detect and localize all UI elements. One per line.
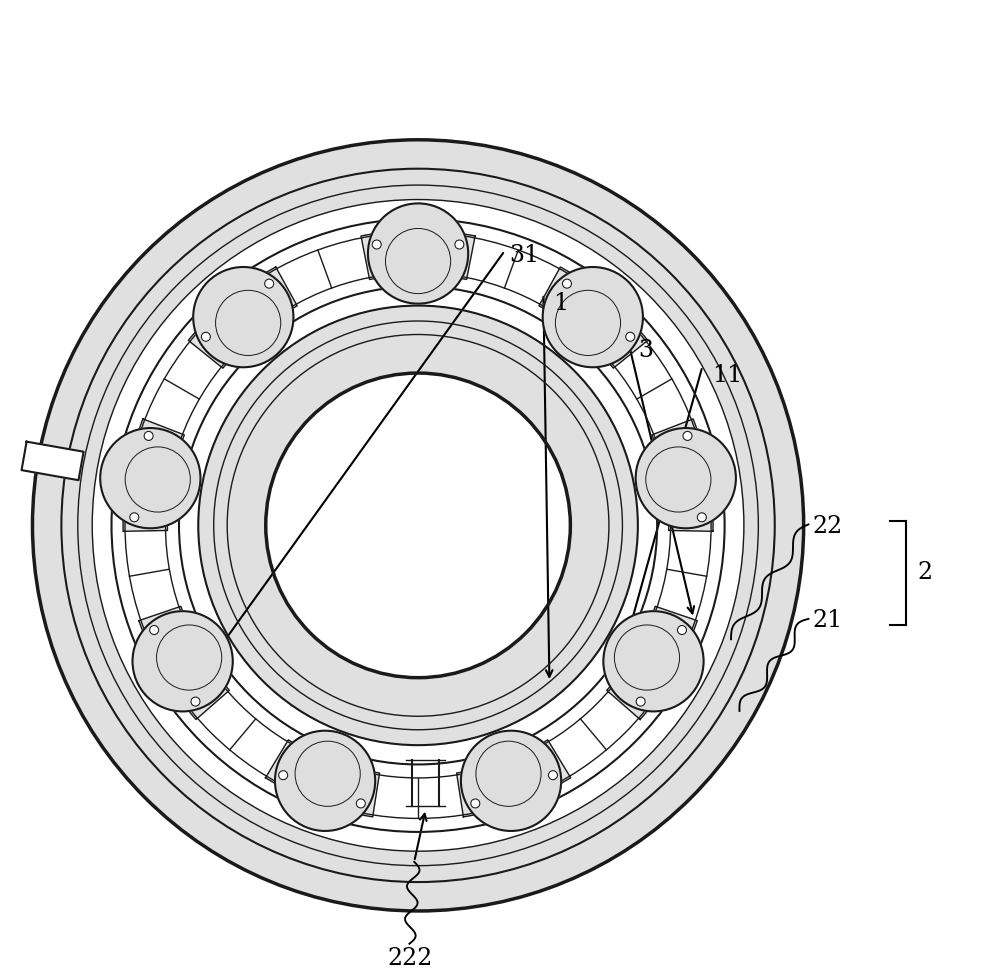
Circle shape bbox=[368, 203, 468, 304]
Circle shape bbox=[683, 431, 692, 441]
Text: 31: 31 bbox=[510, 244, 540, 267]
Circle shape bbox=[461, 731, 561, 831]
Circle shape bbox=[636, 428, 736, 528]
Circle shape bbox=[100, 428, 200, 528]
Polygon shape bbox=[265, 740, 380, 817]
Text: 22: 22 bbox=[812, 515, 843, 538]
Circle shape bbox=[356, 799, 365, 808]
Text: 2: 2 bbox=[917, 561, 933, 585]
Circle shape bbox=[368, 203, 468, 304]
Text: 1: 1 bbox=[553, 292, 568, 316]
Circle shape bbox=[133, 611, 233, 712]
Circle shape bbox=[100, 428, 200, 528]
Text: 21: 21 bbox=[812, 610, 843, 632]
Polygon shape bbox=[188, 267, 297, 368]
Text: 222: 222 bbox=[387, 947, 433, 970]
Circle shape bbox=[201, 332, 210, 341]
Polygon shape bbox=[22, 442, 84, 481]
Circle shape bbox=[636, 428, 736, 528]
Circle shape bbox=[275, 731, 375, 831]
Polygon shape bbox=[539, 267, 648, 368]
Circle shape bbox=[603, 611, 704, 712]
Circle shape bbox=[697, 513, 706, 521]
Circle shape bbox=[461, 731, 561, 831]
Circle shape bbox=[193, 267, 293, 367]
Circle shape bbox=[636, 697, 645, 706]
Circle shape bbox=[144, 431, 153, 441]
Text: 3: 3 bbox=[638, 340, 653, 362]
Circle shape bbox=[471, 799, 480, 808]
Circle shape bbox=[562, 279, 571, 288]
Circle shape bbox=[455, 240, 464, 249]
Polygon shape bbox=[607, 606, 697, 720]
Polygon shape bbox=[361, 230, 475, 280]
Polygon shape bbox=[457, 740, 571, 817]
Polygon shape bbox=[139, 606, 229, 720]
Circle shape bbox=[193, 267, 293, 367]
Polygon shape bbox=[123, 419, 184, 531]
Circle shape bbox=[191, 697, 200, 706]
Circle shape bbox=[626, 332, 635, 341]
Circle shape bbox=[603, 611, 704, 712]
Circle shape bbox=[150, 625, 159, 634]
Circle shape bbox=[548, 771, 557, 780]
Circle shape bbox=[265, 279, 274, 288]
Polygon shape bbox=[652, 419, 713, 531]
Circle shape bbox=[543, 267, 643, 367]
Circle shape bbox=[130, 513, 139, 521]
Circle shape bbox=[677, 625, 686, 634]
Circle shape bbox=[133, 611, 233, 712]
Circle shape bbox=[543, 267, 643, 367]
Circle shape bbox=[279, 771, 288, 780]
Text: 11: 11 bbox=[712, 364, 742, 387]
Circle shape bbox=[275, 731, 375, 831]
Circle shape bbox=[372, 240, 381, 249]
